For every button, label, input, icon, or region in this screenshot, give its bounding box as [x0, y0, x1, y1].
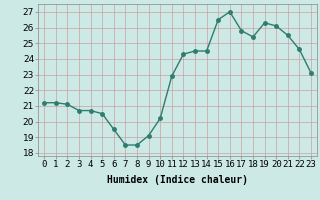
X-axis label: Humidex (Indice chaleur): Humidex (Indice chaleur)	[107, 175, 248, 185]
